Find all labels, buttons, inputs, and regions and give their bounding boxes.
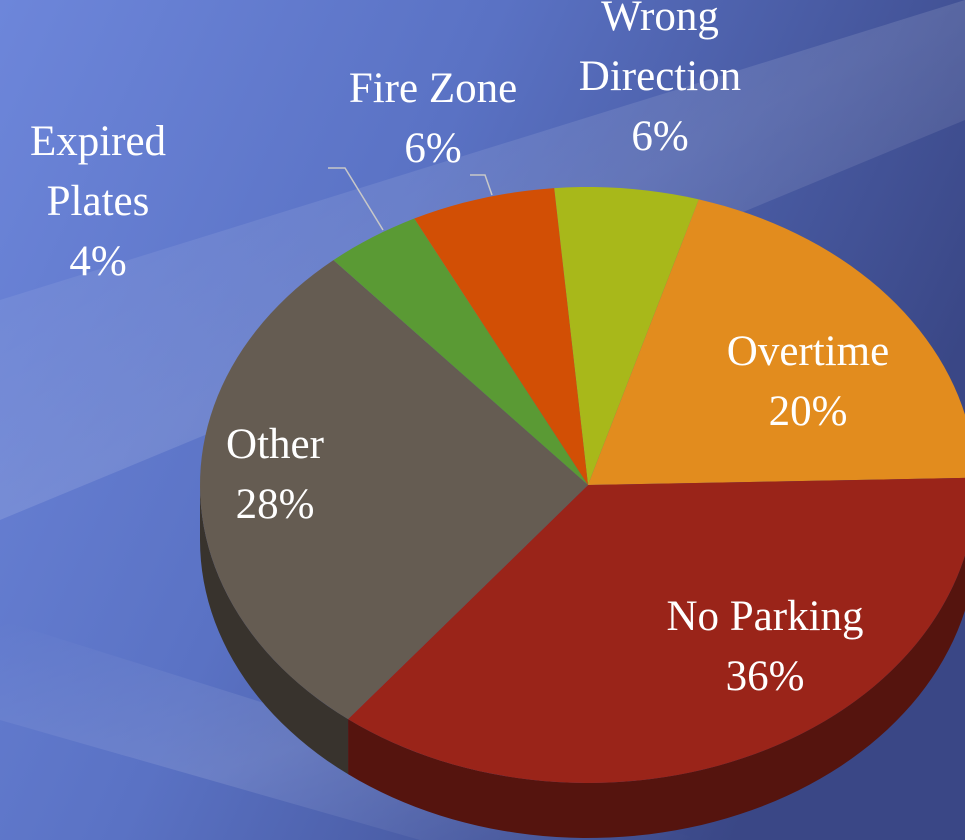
slice <box>348 477 965 783</box>
pie-tops <box>200 187 965 783</box>
slice <box>588 199 965 485</box>
slice-label: No Parking <box>666 593 863 640</box>
value-label: 28% <box>236 481 315 528</box>
slice <box>554 187 699 486</box>
slice-label: Wrong Direction <box>579 0 741 100</box>
leader-line <box>328 167 384 231</box>
slice-side <box>348 555 965 838</box>
slice <box>200 260 589 720</box>
value-label: 6% <box>404 125 461 172</box>
pie-sides <box>200 485 965 838</box>
slice <box>414 188 588 486</box>
slice-label: Other <box>226 421 324 468</box>
value-label: 6% <box>631 113 688 160</box>
slice <box>333 218 588 485</box>
value-label: 4% <box>69 238 126 285</box>
slice-label: Expired Plates <box>30 118 166 225</box>
slice-side <box>200 485 349 775</box>
value-label: 36% <box>726 653 805 700</box>
leader-line <box>470 174 493 196</box>
value-label: 20% <box>769 388 848 435</box>
slice-label: Fire Zone <box>349 65 517 112</box>
labels: Wrong Direction 6% Overtime 20% No Parking 36%… <box>30 0 889 700</box>
slice-label: Overtime <box>727 328 889 375</box>
